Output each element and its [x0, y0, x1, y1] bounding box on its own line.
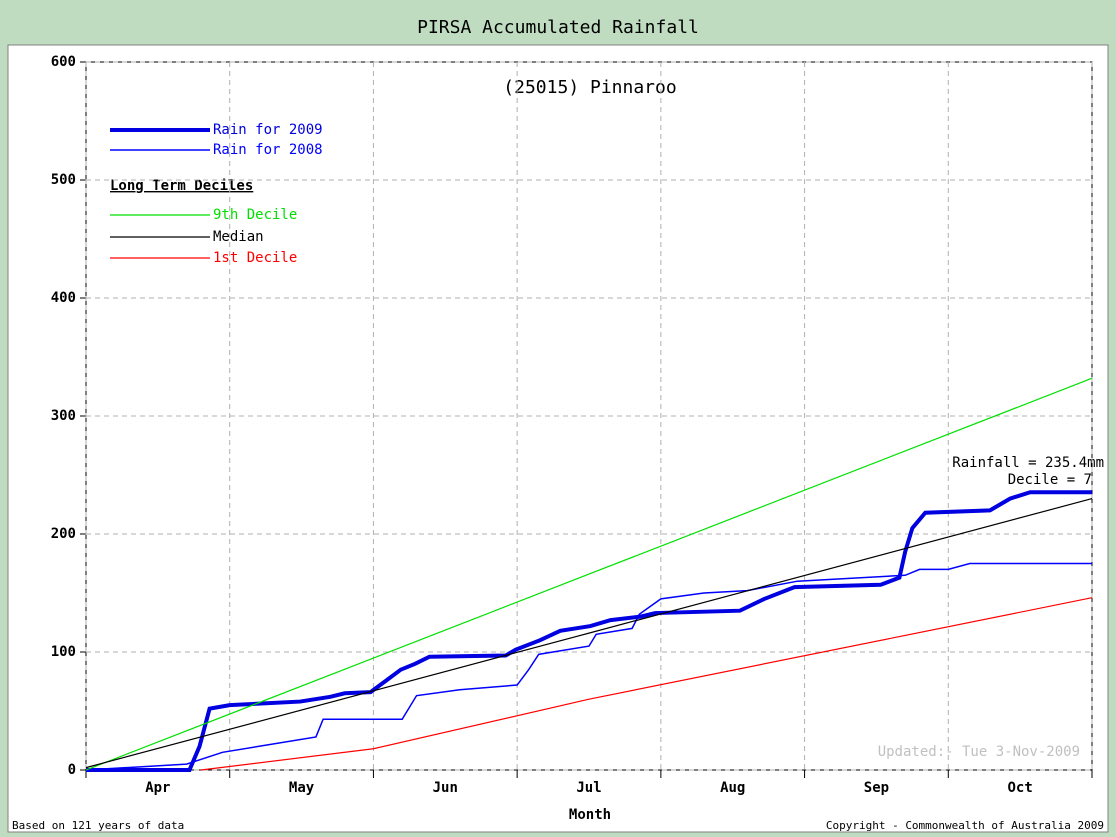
- footer-right: Copyright - Commonwealth of Australia 20…: [826, 819, 1104, 832]
- y-tick-label: 300: [51, 408, 76, 424]
- y-tick-label: 100: [51, 644, 76, 660]
- x-tick-label: May: [289, 780, 315, 796]
- y-tick-label: 0: [68, 762, 76, 778]
- series-line: [85, 562, 1092, 771]
- legend-label: 1st Decile: [213, 250, 297, 266]
- series-line: [86, 490, 1092, 772]
- legend-label: Rain for 2008: [213, 142, 323, 158]
- y-tick-label: 600: [51, 54, 76, 70]
- annotation: Updated:- Tue 3-Nov-2009: [878, 744, 1080, 760]
- x-tick-label: Oct: [1007, 780, 1032, 796]
- chart-title: PIRSA Accumulated Rainfall: [417, 17, 699, 38]
- y-tick-label: 200: [51, 526, 76, 542]
- series-line: [85, 498, 1093, 769]
- panel: [7, 44, 1109, 833]
- footer-left: Based on 121 years of data: [12, 819, 184, 832]
- series-line: [85, 377, 1093, 771]
- x-tick-label: Aug: [720, 780, 745, 796]
- legend-label: Median: [213, 229, 264, 245]
- x-tick-label: Jun: [433, 780, 458, 796]
- annotation: Rainfall = 235.4mm: [952, 455, 1104, 471]
- chart-subtitle: (25015) Pinnaroo: [503, 77, 676, 98]
- y-tick-label: 500: [51, 172, 76, 188]
- series-line: [200, 597, 1093, 771]
- x-axis-label: Month: [569, 807, 611, 823]
- legend-heading: Long Term Deciles: [110, 178, 253, 194]
- legend-label: 9th Decile: [213, 207, 297, 223]
- x-tick-label: Sep: [864, 780, 889, 796]
- x-tick-label: Apr: [145, 780, 170, 796]
- y-tick-label: 400: [51, 290, 76, 306]
- legend-label: Rain for 2009: [213, 122, 323, 138]
- annotation: Decile = 7: [1008, 472, 1092, 488]
- x-tick-label: Jul: [576, 780, 601, 796]
